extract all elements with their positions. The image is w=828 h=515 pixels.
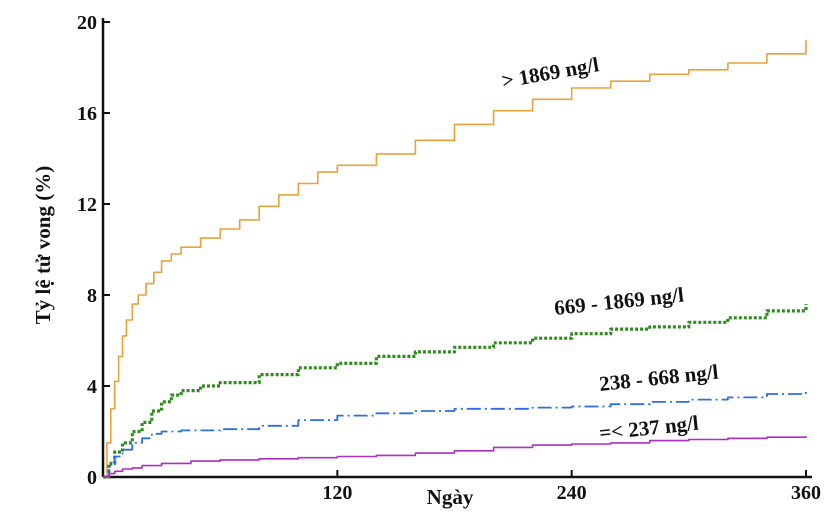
x-tick-label: 120 — [322, 482, 352, 504]
x-tick-label: 240 — [557, 482, 587, 504]
series-line-3 — [103, 436, 807, 478]
y-tick-label: 20 — [77, 12, 97, 34]
y-tick-label: 16 — [77, 103, 97, 125]
y-tick-label: 8 — [87, 285, 97, 307]
series-label-2: 238 - 668 ng/l — [598, 360, 720, 396]
y-tick-label: 4 — [87, 376, 97, 398]
series-label-1: 669 - 1869 ng/l — [553, 282, 685, 319]
x-tick-label: 360 — [791, 482, 821, 504]
series-line-1 — [103, 304, 808, 479]
y-tick-label: 12 — [77, 194, 97, 216]
axes: 0 4 8 12 16 20 120 240 360 Ngày Tỷ lệ tử vong (%) — [31, 12, 821, 509]
y-axis-title: Tỷ lệ tử vong (%) — [31, 166, 55, 324]
series-label-0: > 1869 ng/l — [500, 52, 601, 93]
series-line-2 — [103, 389, 807, 478]
series-line-0 — [103, 40, 807, 478]
y-tick-label: 0 — [87, 467, 97, 489]
x-axis-title: Ngày — [427, 485, 474, 509]
series-layer — [103, 40, 808, 479]
